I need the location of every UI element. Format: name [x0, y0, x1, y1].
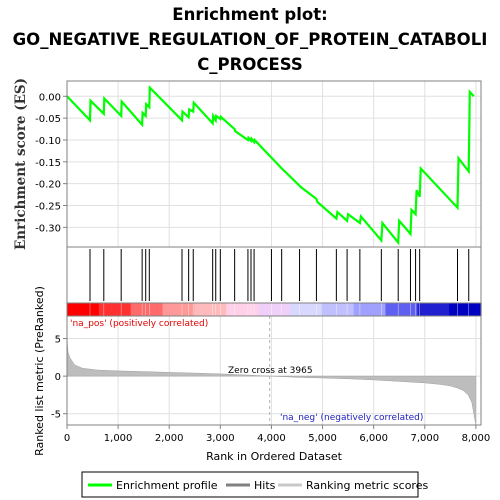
x-tick-label: 1,000	[104, 433, 133, 444]
rank-y-axis-label: Ranked list metric (PreRanked)	[33, 286, 46, 456]
heat-bar-segment	[385, 303, 418, 316]
heat-bar-segment	[289, 303, 323, 316]
heat-bar-segment	[417, 303, 450, 316]
x-axis-label: Rank in Ordered Dataset	[206, 450, 343, 463]
rank-tick-label: 0	[55, 372, 61, 383]
x-tick-label: 5,000	[308, 433, 337, 444]
heat-bar-segment	[162, 303, 195, 316]
es-tick-label: -0.15	[35, 158, 61, 169]
heat-bar-segment	[353, 303, 387, 316]
es-tick-label: -0.30	[35, 223, 61, 234]
chart-title-line-2: GO_NEGATIVE_REGULATION_OF_PROTEIN_CATABO…	[13, 30, 488, 49]
x-tick-label: 2,000	[155, 433, 184, 444]
es-tick-label: 0.00	[39, 92, 61, 103]
rank-panel-frame	[66, 315, 482, 426]
es-tick-label: -0.25	[35, 202, 61, 213]
rank-panel-background	[67, 316, 481, 425]
heat-bar-segment	[98, 303, 132, 316]
x-axis-ticks: 0 1,000 2,000 3,000 4,000 5,000 6,000 7,000 8,00…	[64, 425, 490, 444]
rank-tick-label: -5	[51, 410, 61, 421]
heat-bar-segment	[449, 303, 482, 316]
ranking-heat-bar	[67, 303, 482, 316]
zero-cross-label: Zero cross at 3965	[228, 366, 313, 376]
hits-panel-frame	[66, 246, 482, 304]
es-grid	[66, 81, 481, 247]
rank-tick-label: 5	[55, 335, 61, 346]
heat-bar-segment	[321, 303, 355, 316]
legend-ranking-label: Ranking metric scores	[306, 479, 428, 492]
heat-bar-segment	[258, 303, 291, 316]
es-panel-background	[67, 81, 481, 247]
legend-hits-label: Hits	[254, 479, 276, 492]
legend-enrichment-label: Enrichment profile	[116, 479, 218, 492]
legend: Enrichment profile Hits Ranking metric s…	[81, 471, 428, 498]
heat-bar-segment	[130, 303, 164, 316]
x-tick-label: 6,000	[359, 433, 388, 444]
es-y-axis-label: Enrichment score (ES)	[13, 78, 29, 250]
x-tick-label: 8,000	[462, 433, 491, 444]
chart-title-line-3: C_PROCESS	[197, 55, 303, 74]
heat-bar-segment	[226, 303, 259, 316]
x-tick-label: 0	[64, 433, 70, 444]
ranking-metric-area	[66, 327, 477, 426]
rank-y-ticks: 5 0 -5	[51, 335, 67, 421]
hit-markers	[89, 249, 470, 301]
enrichment-profile-line	[66, 84, 475, 246]
x-tick-label: 7,000	[410, 433, 439, 444]
es-tick-label: -0.10	[35, 136, 61, 147]
x-tick-label: 4,000	[257, 433, 286, 444]
na-neg-label: 'na_neg' (negatively correlated)	[280, 413, 423, 423]
es-tick-label: -0.05	[35, 114, 61, 125]
chart-title: Enrichment plot:	[172, 5, 327, 24]
heat-bar-segment	[67, 303, 100, 316]
x-tick-label: 3,000	[206, 433, 235, 444]
na-pos-label: 'na_pos' (positively correlated)	[70, 319, 208, 329]
es-y-ticks: 0.00 -0.05 -0.10 -0.15 -0.20 -0.25 -0.30	[35, 92, 67, 234]
es-tick-label: -0.20	[35, 180, 61, 191]
heat-bar-segment	[194, 303, 227, 316]
